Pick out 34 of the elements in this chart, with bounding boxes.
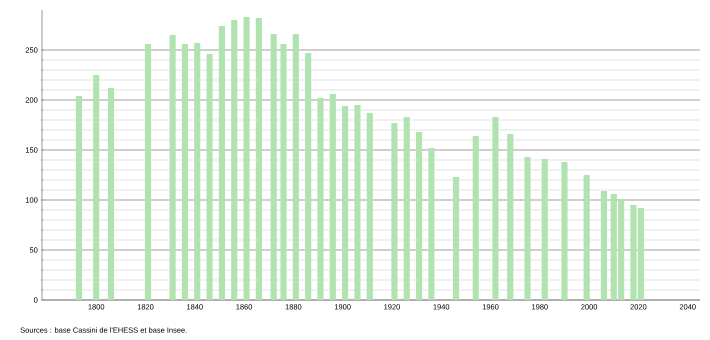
- bar: [584, 175, 590, 300]
- bar: [194, 43, 200, 300]
- bar: [206, 54, 213, 300]
- bar: [416, 132, 422, 300]
- bar: [243, 17, 250, 300]
- bar: [542, 159, 548, 300]
- bar: [76, 96, 82, 300]
- bar: [305, 53, 312, 300]
- bar: [524, 157, 531, 300]
- bar: [292, 34, 299, 300]
- bar: [600, 191, 607, 300]
- bar: [354, 105, 361, 300]
- bar: [170, 35, 176, 300]
- bar: [330, 94, 336, 300]
- bar: [280, 44, 287, 300]
- bar: [108, 88, 114, 300]
- bar: [93, 75, 100, 300]
- bar: [561, 162, 568, 300]
- bar: [256, 18, 262, 300]
- bar: [507, 134, 514, 300]
- bar: [428, 148, 434, 300]
- bar: [404, 117, 410, 300]
- bar: [492, 117, 499, 300]
- bar: [182, 44, 188, 300]
- bar: [452, 177, 460, 300]
- bar: [144, 44, 152, 300]
- bar: [270, 34, 277, 300]
- bar: [391, 123, 398, 300]
- bar: [218, 26, 225, 300]
- bar: [472, 136, 479, 300]
- bar: [231, 20, 238, 300]
- bar: [317, 98, 324, 300]
- bar: [342, 106, 348, 300]
- bar: [366, 113, 373, 300]
